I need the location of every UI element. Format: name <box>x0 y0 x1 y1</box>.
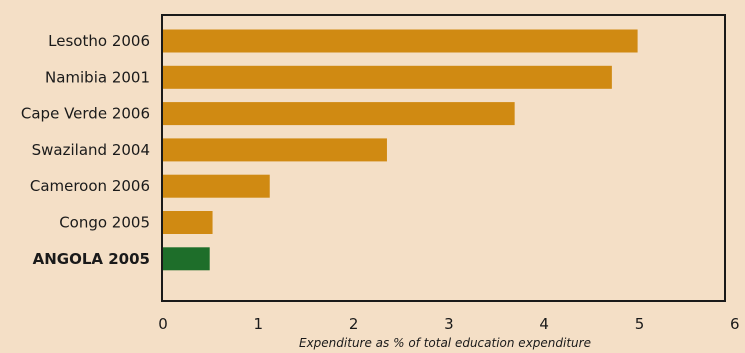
bar-cape-verde-2006 <box>163 102 515 126</box>
bar-angola-2005 <box>163 247 210 271</box>
x-tick-label-5: 5 <box>635 315 645 333</box>
category-label-congo-2005: Congo 2005 <box>59 214 150 232</box>
x-axis-label: Expenditure as % of total education expe… <box>299 336 591 350</box>
category-label-namibia-2001: Namibia 2001 <box>45 68 150 86</box>
x-tick-label-3: 3 <box>444 315 454 333</box>
category-label-cameroon-2006: Cameroon 2006 <box>30 177 150 195</box>
x-tick-label-4: 4 <box>539 315 549 333</box>
category-label-lesotho-2006: Lesotho 2006 <box>48 32 150 50</box>
category-label-swaziland-2004: Swaziland 2004 <box>32 141 150 159</box>
bar-lesotho-2006 <box>163 29 638 53</box>
category-label-cape-verde-2006: Cape Verde 2006 <box>21 105 150 123</box>
x-tick-label-1: 1 <box>254 315 264 333</box>
bar-swaziland-2004 <box>163 138 387 162</box>
bar-cameroon-2006 <box>163 174 270 198</box>
bar-congo-2005 <box>163 211 213 234</box>
x-tick-label-6: 6 <box>730 315 740 333</box>
category-label-angola-2005: ANGOLA 2005 <box>33 250 150 268</box>
x-tick-label-2: 2 <box>349 315 359 333</box>
x-tick-label-0: 0 <box>158 315 168 333</box>
plot-frame <box>161 14 726 302</box>
x-axis-ticks: 0 1 2 3 4 5 6 <box>158 315 739 333</box>
category-labels: Lesotho 2006 Namibia 2001 Cape Verde 2006 S… <box>21 32 150 268</box>
bar-namibia-2001 <box>163 65 612 89</box>
bars-layer <box>163 29 638 271</box>
